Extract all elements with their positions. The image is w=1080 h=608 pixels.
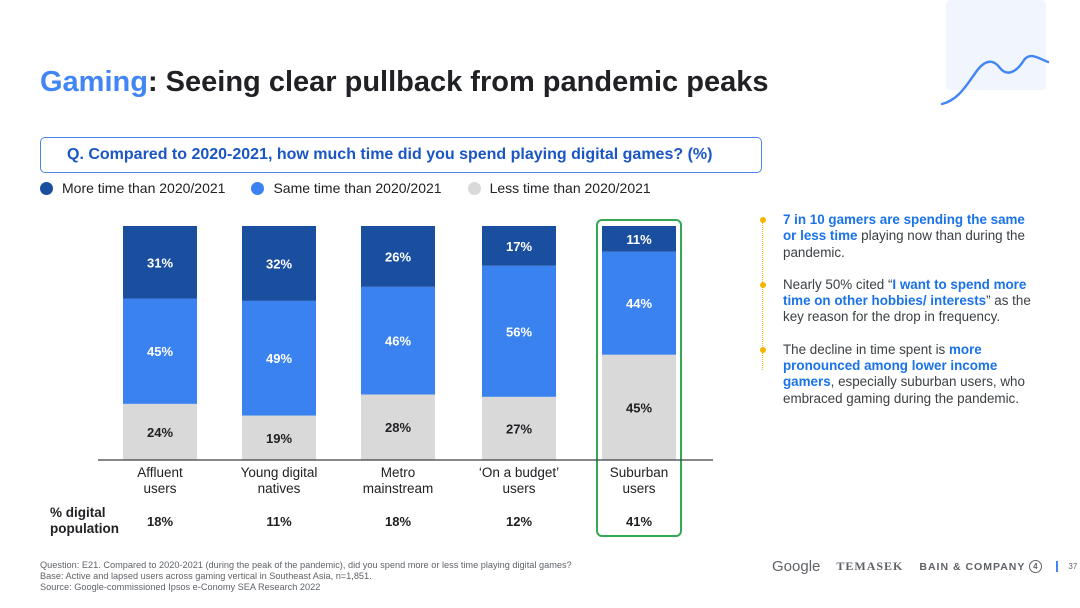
bullet-dot-icon (760, 217, 766, 223)
bar-label-less-2: 19% (266, 431, 292, 446)
trend-line-decoration-icon (940, 0, 1050, 106)
bar-label-more-5: 11% (626, 232, 652, 247)
page-title: Gaming: Seeing clear pullback from pande… (40, 66, 768, 99)
bar-label-same-5: 44% (626, 296, 652, 311)
highlight-frame (596, 219, 682, 537)
bar-label-less-5: 45% (626, 400, 652, 415)
category-label-4-line-1: ‘On a budget’ (479, 465, 559, 480)
insight-3-part-2: more pronounced among lower income gamer… (783, 341, 998, 390)
population-row-label-line-1: % digital (50, 505, 106, 520)
bar-label-more-4: 17% (506, 239, 532, 254)
bar-more-5 (602, 226, 676, 252)
population-value-4: 12% (506, 514, 532, 529)
survey-question: Q. Compared to 2020-2021, how much time … (40, 137, 762, 173)
bar-same-5 (602, 251, 676, 355)
bar-same-1 (123, 298, 197, 404)
legend-label-more: More time than 2020/2021 (62, 180, 226, 196)
insight-3: The decline in time spent is more pronou… (760, 342, 1040, 407)
bar-label-same-4: 56% (506, 324, 532, 339)
legend-label-same: Same time than 2020/2021 (273, 180, 442, 196)
category-label-4-line-2: users (502, 481, 535, 496)
bar-more-4 (482, 226, 556, 266)
title-rest: : Seeing clear pullback from pandemic pe… (147, 66, 769, 98)
bar-label-more-1: 31% (147, 255, 173, 270)
insight-3-part-1: The decline in time spent is (783, 341, 949, 357)
notes-connector-line (762, 220, 763, 370)
bar-more-3 (361, 226, 435, 287)
bain-logo-text: BAIN & COMPANY (919, 560, 1026, 573)
category-label-2-line-1: Young digital (241, 465, 318, 480)
bar-label-same-2: 49% (266, 351, 292, 366)
category-label-3-line-2: mainstream (363, 481, 434, 496)
bar-label-more-3: 26% (385, 249, 411, 264)
legend-item-less: Less time than 2020/2021 (467, 180, 651, 196)
bar-label-more-2: 32% (266, 256, 292, 271)
bar-label-less-3: 28% (385, 420, 411, 435)
population-row-label-line-2: population (50, 521, 119, 536)
bar-more-2 (242, 226, 316, 301)
population-value-1: 18% (147, 514, 173, 529)
bar-label-less-1: 24% (147, 425, 173, 440)
footnote-question: Question: E21. Compared to 2020-2021 (du… (40, 560, 572, 570)
bar-less-1 (123, 403, 197, 460)
chart-legend: More time than 2020/2021 Same time than … (40, 180, 677, 196)
insight-2: Nearly 50% cited “I want to spend more t… (760, 277, 1040, 326)
insight-1-part-1: 7 in 10 gamers are spending the same or … (783, 212, 1025, 244)
bar-less-3 (361, 394, 435, 460)
bar-less-5 (602, 354, 676, 460)
bar-same-3 (361, 286, 435, 395)
page-separator (1056, 561, 1059, 572)
legend-swatch-less (467, 181, 481, 195)
category-label-3-line-1: Metro (381, 465, 416, 480)
category-label-1-line-2: users (143, 481, 176, 496)
bar-same-2 (242, 300, 316, 416)
category-label-5-line-1: Suburban (610, 465, 669, 480)
footnotes: Question: E21. Compared to 2020-2021 (du… (40, 560, 572, 592)
bar-label-less-4: 27% (506, 421, 532, 436)
insight-1-part-2: playing now than during the pandemic. (783, 228, 1025, 260)
bullet-dot-icon (760, 346, 766, 353)
legend-label-less: Less time than 2020/2021 (489, 180, 651, 196)
bar-less-2 (242, 415, 316, 460)
insight-2-part-3: ” as the key reason for the drop in freq… (783, 293, 1031, 325)
key-insights: 7 in 10 gamers are spending the same or … (760, 212, 1040, 423)
legend-item-more: More time than 2020/2021 (40, 180, 225, 196)
category-label-2-line-2: natives (258, 481, 301, 496)
bar-less-4 (482, 396, 556, 460)
google-logo: Google (772, 558, 821, 575)
category-label-5-line-2: users (622, 481, 655, 496)
partner-logos: Google TEMASEK BAIN & COMPANY 4 37 (772, 558, 1077, 575)
page-number: 37 (1068, 562, 1078, 571)
insight-2-part-2: I want to spend more time on other hobbi… (783, 276, 1027, 309)
bar-label-same-1: 45% (147, 344, 173, 359)
insight-3-part-3: , especially suburban users, who embrace… (783, 374, 1025, 406)
footnote-source: Source: Google-commissioned Ipsos e-Cono… (40, 581, 321, 592)
title-accent: Gaming (40, 66, 148, 98)
category-label-1-line-1: Affluent (137, 465, 183, 480)
bar-same-4 (482, 265, 556, 397)
insight-1: 7 in 10 gamers are spending the same or … (760, 212, 1040, 261)
bullet-dot-icon (760, 281, 766, 288)
legend-item-same: Same time than 2020/2021 (251, 180, 442, 196)
legend-swatch-more (40, 181, 53, 195)
temasek-logo: TEMASEK (836, 559, 904, 573)
bain-logo: BAIN & COMPANY 4 (919, 560, 1043, 573)
population-value-5: 41% (626, 514, 652, 529)
bain-mark-icon: 4 (1029, 560, 1043, 573)
insight-2-part-1: Nearly 50% cited “ (783, 276, 893, 292)
bar-more-1 (123, 226, 197, 299)
population-value-3: 18% (385, 514, 411, 529)
population-value-2: 11% (266, 514, 292, 529)
legend-swatch-same (251, 181, 265, 195)
bar-label-same-3: 46% (385, 334, 411, 349)
footnote-base: Base: Active and lapsed users across gam… (40, 570, 372, 581)
